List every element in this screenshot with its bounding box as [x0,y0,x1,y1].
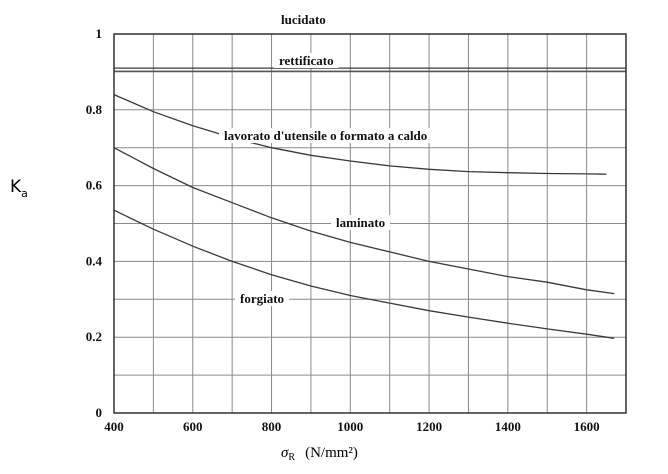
series-label-bg-3 [219,128,433,143]
y-axis-label-main: K [10,177,22,197]
series-label-3: lavorato d'utensile o formato a caldo [224,128,427,143]
y-tick-label: 0 [96,405,103,420]
series-label-1: lucidato [281,12,326,27]
x-axis-label: σR (N/mm²) [281,445,358,463]
y-tick-label: 0.2 [86,329,102,344]
y-tick-label: 0.8 [86,102,103,117]
y-tick-label: 0.4 [86,253,103,268]
series-label-bg-4 [331,215,391,230]
x-tick-label: 600 [183,419,203,434]
chart-curves [113,33,626,339]
series-label-2: rettificato [279,53,334,68]
series-label-5: forgiato [240,291,284,306]
x-axis-label-symbol: σ [281,445,289,461]
x-tick-label: 800 [262,419,282,434]
x-tick-label: 1200 [416,419,442,434]
x-axis-label-unit: (N/mm²) [305,445,358,461]
x-tick-label: 1400 [495,419,521,434]
series-line-4 [113,147,615,295]
x-tick-label: 1600 [574,419,600,434]
series-label-bg-5 [235,291,290,306]
y-tick-label: 0.6 [86,178,103,193]
curve-labels: lucidato rettificato lavorato d'utensile o… [219,12,433,306]
series-line-3 [113,94,607,175]
y-axis-label: Ka [10,177,28,200]
y-tick-label: 1 [96,26,103,41]
x-tick-label: 400 [104,419,124,434]
series-line-5 [113,209,615,339]
axis-ticks: 400 600 800 1000 1200 1400 1600 0 0.2 0.4 0.6 0.8 1 [86,26,600,434]
series-label-bg-2 [274,53,339,68]
x-tick-label: 1000 [337,419,363,434]
y-axis-label-sub: a [21,187,28,200]
x-axis-label-subscript: R [288,452,295,463]
series-label-4: laminato [336,215,385,230]
